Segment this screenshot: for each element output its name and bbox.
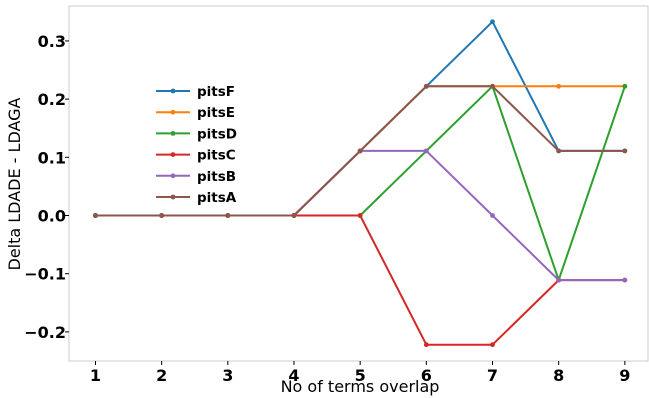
series-layer [93, 19, 628, 348]
legend-label: pitsC [197, 148, 236, 164]
legend-marker-pitsB [170, 173, 176, 179]
legend-item-pitsA: pitsA [156, 190, 237, 206]
y-tick-label: −0.2 [24, 323, 66, 342]
x-tick-label: 8 [553, 366, 564, 385]
legend-marker-pitsE [170, 109, 176, 115]
legend-item-pitsF: pitsF [156, 84, 235, 100]
data-point-pitsD [622, 83, 628, 89]
data-point-pitsB [622, 277, 628, 283]
data-point-pitsA [357, 148, 363, 154]
x-tick-label: 6 [421, 366, 432, 385]
legend-marker-pitsA [170, 194, 176, 200]
legend-item-pitsD: pitsD [156, 126, 237, 142]
y-tick-label: 0.2 [38, 90, 66, 109]
legend-item-pitsE: pitsE [156, 105, 235, 121]
legend-item-pitsC: pitsC [156, 148, 236, 164]
legend-item-pitsB: pitsB [156, 169, 236, 185]
legend-label: pitsF [197, 84, 235, 100]
data-point-pitsA [622, 148, 628, 154]
data-point-pitsF [490, 19, 495, 25]
data-point-pitsA [93, 213, 98, 218]
series-pitsC [93, 213, 628, 348]
data-point-pitsB [423, 148, 429, 154]
x-tick-label: 7 [487, 366, 498, 385]
data-point-pitsC [423, 342, 429, 348]
data-point-pitsA [423, 83, 429, 89]
plot-frame [68, 5, 649, 362]
data-point-pitsB [490, 213, 495, 218]
legend-label: pitsB [197, 169, 236, 185]
y-tick-label: 0.3 [38, 32, 66, 51]
x-axis-ticks: 1 2 3 4 5 6 7 8 9 [90, 361, 630, 385]
y-tick-label: −0.1 [24, 265, 66, 284]
series-line-pitsD [95, 85, 626, 282]
x-tick-label: 2 [156, 366, 167, 385]
series-pitsF [93, 19, 628, 218]
y-tick-label: 0.0 [38, 207, 66, 226]
y-tick-label: 0.1 [38, 148, 66, 167]
x-tick-label: 1 [90, 366, 101, 385]
data-point-pitsA [490, 83, 495, 89]
x-tick-label: 3 [222, 366, 233, 385]
series-line-pitsC [95, 214, 625, 346]
legend-marker-pitsD [170, 131, 176, 136]
y-axis-label: Delta LDADE - LDAGA [5, 97, 24, 270]
y-axis-ticks: −0.2 −0.1 0.0 0.1 0.2 0.3 [24, 32, 69, 342]
data-point-pitsA [225, 213, 231, 218]
x-tick-label: 4 [288, 366, 299, 385]
data-point-pitsB [556, 277, 562, 283]
legend: pitsF pitsE pitsD pitsC pitsB pitsA [156, 84, 237, 206]
data-point-pitsE [556, 83, 562, 89]
data-point-pitsC [490, 342, 495, 348]
x-tick-label: 9 [619, 366, 630, 385]
legend-marker-pitsC [170, 152, 176, 158]
series-pitsA [93, 83, 628, 218]
data-point-pitsA [291, 213, 297, 218]
data-point-pitsA [159, 213, 165, 218]
x-tick-label: 5 [355, 366, 366, 385]
x-axis-label: No of terms overlap [281, 377, 440, 396]
series-line-pitsF [95, 20, 625, 217]
legend-marker-pitsF [170, 88, 176, 94]
data-point-pitsC [357, 213, 363, 218]
legend-label: pitsE [197, 105, 235, 121]
data-point-pitsA [556, 148, 562, 154]
legend-label: pitsD [197, 126, 237, 142]
legend-label: pitsA [197, 190, 237, 206]
